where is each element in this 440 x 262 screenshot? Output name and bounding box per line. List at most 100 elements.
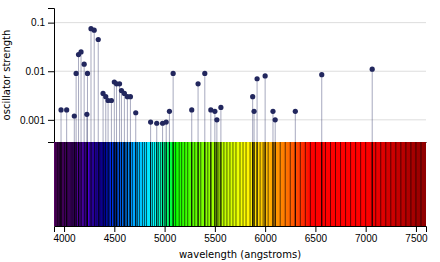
dot [72,113,77,118]
spectral-line [64,142,65,226]
spectral-line [92,142,93,226]
stem [66,110,67,142]
spectral-line [68,142,69,226]
spectral-line [350,142,351,226]
dot [319,72,324,77]
spectral-line [135,142,136,226]
spectral-line [108,142,109,226]
spectral-line [198,142,199,226]
tick-mark [265,226,266,232]
stem [150,122,151,142]
main-spectral-line [74,142,75,226]
dot [78,49,83,54]
spectral-line [175,142,176,226]
main-spectral-line [275,142,276,226]
spectral-line [124,142,125,226]
dot [148,119,153,124]
spectral-line [166,142,167,226]
main-spectral-line [105,142,106,226]
tick-label: 6500 [305,233,328,244]
spectral-line [71,142,72,226]
spectral-line [216,142,217,226]
stem [90,29,91,142]
dot [370,67,375,72]
tick-label: 0.1 [31,17,45,28]
spectral-line [232,142,233,226]
dot [84,112,89,117]
dot [133,110,138,115]
main-spectral-line [119,142,120,226]
spectral-line [76,142,77,226]
stem [94,30,95,142]
spectral-line [390,142,391,226]
marks [54,142,426,226]
main-spectral-line [127,142,128,226]
axis-line [48,9,55,143]
tick-mark [315,226,316,232]
tick-mark [114,226,115,232]
spectral-line [315,142,316,226]
spectral-line [254,142,255,226]
spectral-line [415,142,416,226]
tick: 4000 [53,226,76,244]
spectral-line [101,142,102,226]
main-spectral-line [257,142,258,226]
spectral-line [405,142,406,226]
tick: 0.001 [20,115,54,126]
stem [111,100,112,142]
spectral-line [226,142,227,226]
dot [154,121,159,126]
spectral-line [164,142,165,226]
main-spectral-line [111,142,112,226]
stem [162,123,163,142]
spectral-line [280,142,281,226]
spectral-line [58,142,59,226]
dot [85,71,90,76]
main-spectral-line [173,142,174,226]
main-spectral-line [94,142,95,226]
tick-mark [416,226,417,232]
spectral-line [340,142,341,226]
x-axis: 40004500500055006000650070007500 [53,226,428,244]
spectral-line [275,142,276,226]
spectral-line [181,142,182,226]
spectral-line [169,142,170,226]
stem [61,110,62,142]
stem [156,123,157,142]
stem [198,84,199,142]
spectral-line [137,142,138,226]
dot [164,119,169,124]
stem [124,93,125,142]
spectral-line [66,142,67,226]
tick-mark [215,226,216,232]
spectral-line [61,142,62,226]
dot [96,37,101,42]
main-spectral-line [78,142,79,226]
y-axis-title: oscillator strength [1,30,12,121]
main-spectral-line [191,142,192,226]
main-spectral-line [214,142,215,226]
spectral-line [290,142,291,226]
spectral-line [210,142,211,226]
main-spectral-line [76,142,77,226]
dot [250,94,255,99]
dot [171,71,176,76]
stem [372,69,373,142]
tick: 7500 [405,226,428,244]
tick-label: 4500 [104,233,127,244]
dot [189,107,194,112]
spectral-line [72,142,73,226]
spectral-line [104,142,105,226]
spectral-line [81,142,82,226]
spectral-line [410,142,411,226]
spectral-line [130,142,131,226]
main-spectral-line [204,142,205,226]
dot [109,98,114,103]
spectral-line [84,142,85,226]
spectral-line [400,142,401,226]
main-spectral-line [98,142,99,226]
spectral-line [66,142,67,226]
stem [98,39,99,142]
spectral-line [82,142,83,226]
grid-line [54,22,426,23]
